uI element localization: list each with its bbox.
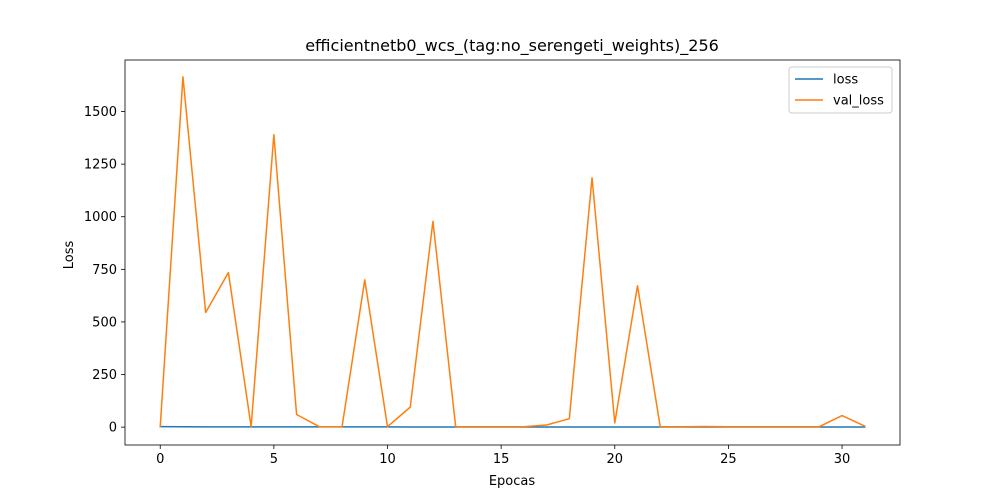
y-tick-label: 500 bbox=[92, 315, 117, 330]
legend-label-val-loss: val_loss bbox=[833, 94, 884, 109]
x-tick-label: 25 bbox=[720, 452, 737, 467]
x-tick-label: 30 bbox=[834, 452, 851, 467]
x-tick-label: 10 bbox=[379, 452, 396, 467]
chart-title: efficientnetb0_wcs_(tag:no_serengeti_wei… bbox=[305, 36, 719, 56]
axes-frame bbox=[124, 59, 901, 446]
x-tick-label: 15 bbox=[493, 452, 510, 467]
x-tick-label: 20 bbox=[606, 452, 623, 467]
x-axis-label: Epocas bbox=[489, 474, 536, 489]
y-tick-label: 1000 bbox=[84, 210, 117, 225]
x-tick-label: 0 bbox=[156, 452, 164, 467]
series-line-val-loss bbox=[159, 76, 866, 428]
legend-label-loss: loss bbox=[833, 73, 858, 88]
y-tick-label: 250 bbox=[92, 368, 117, 383]
y-tick-label: 750 bbox=[92, 263, 117, 278]
y-tick-label: 0 bbox=[109, 421, 117, 436]
x-tick-label: 5 bbox=[270, 452, 278, 467]
legend: loss val_loss bbox=[788, 66, 893, 114]
y-tick-label: 1250 bbox=[84, 158, 117, 173]
y-tick-label: 1500 bbox=[84, 105, 117, 120]
plot-area: 0 5 10 15 20 25 30 0 250 500 750 1000 1250 1500 bbox=[84, 59, 901, 467]
y-axis-label: Loss bbox=[62, 241, 77, 270]
